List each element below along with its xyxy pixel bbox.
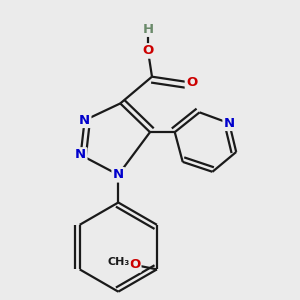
Text: CH₃: CH₃ — [107, 257, 129, 267]
Text: H: H — [142, 22, 154, 36]
Text: O: O — [186, 76, 197, 89]
Text: N: N — [224, 117, 235, 130]
Text: N: N — [113, 168, 124, 181]
Text: N: N — [79, 114, 90, 127]
Text: O: O — [129, 258, 140, 272]
Text: N: N — [75, 148, 86, 161]
Text: O: O — [142, 44, 154, 57]
